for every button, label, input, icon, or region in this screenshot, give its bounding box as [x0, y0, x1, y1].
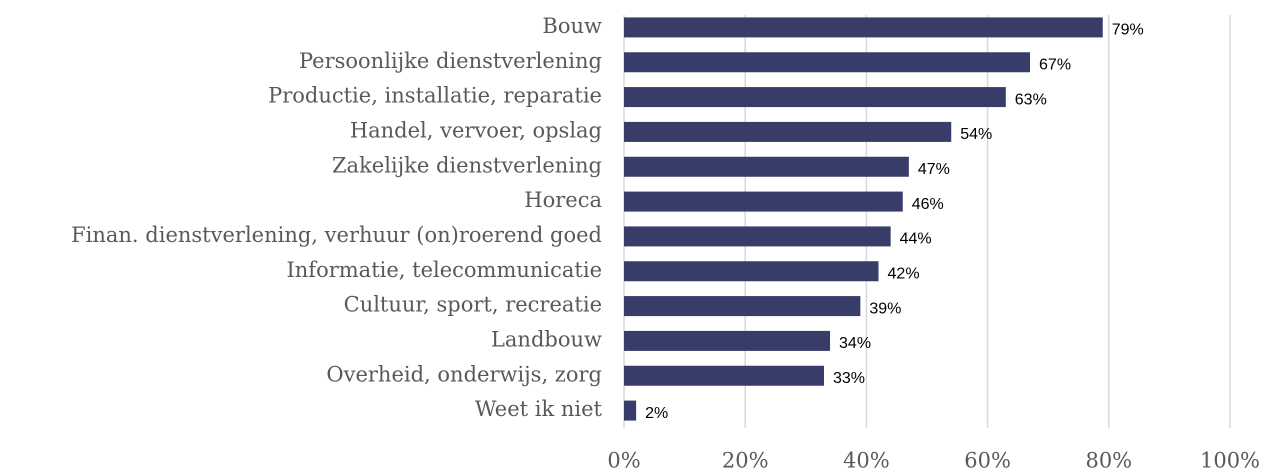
x-tick-label: 60% [964, 449, 1011, 473]
x-tick-label: 80% [1085, 449, 1132, 473]
y-tick-label: Bouw [542, 14, 602, 38]
x-tick-label: 20% [722, 449, 769, 473]
data-label: 44% [900, 231, 932, 248]
x-tick-label: 100% [1200, 449, 1260, 473]
data-label: 47% [918, 161, 950, 178]
x-tick-label: 0% [607, 449, 640, 473]
y-tick-label: Horeca [524, 188, 602, 212]
y-tick-label: Persoonlijke dienstverlening [299, 49, 602, 73]
bar [624, 226, 891, 247]
bar [624, 17, 1103, 38]
y-tick-label: Cultuur, sport, recreatie [344, 293, 602, 317]
bar [624, 400, 637, 421]
y-tick-label: Productie, installatie, reparatie [268, 84, 602, 108]
y-tick-label: Zakelijke dienstverlening [332, 153, 602, 177]
bar [624, 365, 824, 386]
bar [624, 87, 1006, 108]
data-label: 79% [1112, 22, 1144, 39]
y-tick-label: Handel, vervoer, opslag [350, 118, 602, 142]
x-tick-label: 40% [843, 449, 890, 473]
data-label: 63% [1015, 91, 1047, 108]
y-tick-label: Informatie, telecommunicatie [286, 258, 602, 282]
data-label: 34% [839, 335, 871, 352]
y-tick-label: Landbouw [491, 327, 602, 351]
data-label: 39% [869, 300, 901, 317]
bar [624, 330, 831, 351]
y-tick-label: Overheid, onderwijs, zorg [326, 362, 602, 386]
data-label: 67% [1039, 56, 1071, 73]
y-tick-label: Weet ik niet [475, 397, 603, 421]
bar [624, 52, 1031, 73]
data-label: 42% [888, 265, 920, 282]
data-label: 54% [960, 126, 992, 143]
y-tick-label: Finan. dienstverlening, verhuur (on)roer… [71, 223, 602, 247]
bar [624, 121, 952, 142]
bar [624, 156, 909, 177]
bar [624, 191, 903, 212]
bar [624, 261, 879, 282]
data-label: 2% [645, 405, 668, 422]
data-label: 46% [912, 196, 944, 213]
bar [624, 296, 861, 317]
data-label: 33% [833, 370, 865, 387]
